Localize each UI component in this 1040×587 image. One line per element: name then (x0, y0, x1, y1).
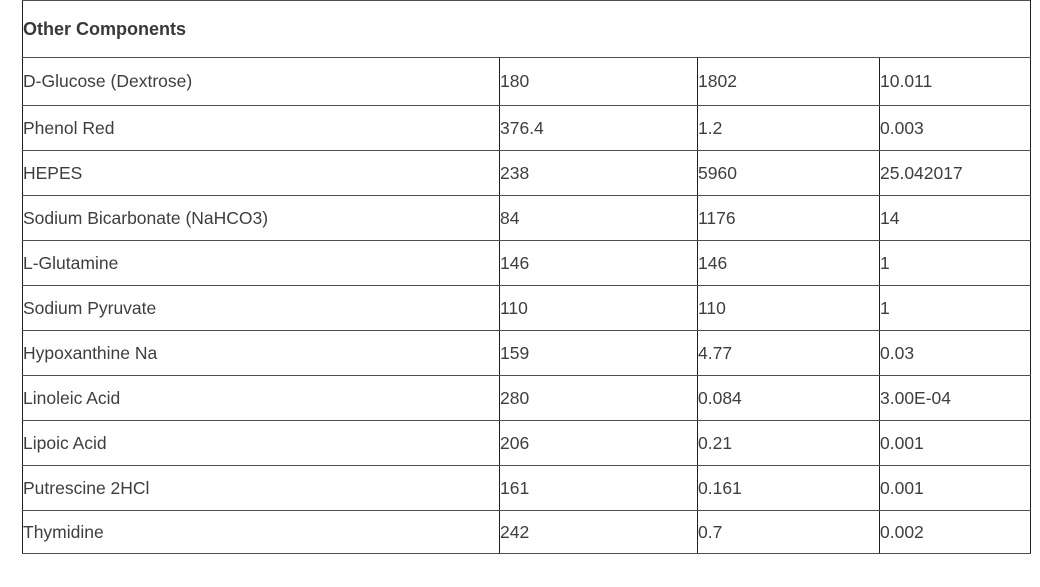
component-value-cell: 1802 (697, 57, 880, 106)
component-name-cell: L-Glutamine (22, 240, 500, 286)
component-value-cell: 0.002 (878, 510, 1032, 554)
component-value-cell: 1 (878, 240, 1032, 286)
table-title-row: Other Components (21, 0, 1032, 58)
table-row: Lipoic Acid 206 0.21 0.001 (22, 420, 1032, 466)
component-value-cell: 159 (499, 330, 698, 376)
component-value-cell: 161 (499, 465, 698, 511)
table-title: Other Components (21, 0, 1032, 58)
component-value-cell: 1.2 (697, 105, 880, 151)
component-value-cell: 25.042017 (878, 150, 1032, 196)
component-value-cell: 206 (499, 420, 698, 466)
component-value-cell: 180 (499, 57, 698, 106)
component-value-cell: 0.003 (878, 105, 1032, 151)
table-row: L-Glutamine 146 146 1 (22, 240, 1032, 286)
component-name-cell: Phenol Red (22, 105, 500, 151)
component-value-cell: 0.161 (697, 465, 880, 511)
component-name-cell: Lipoic Acid (22, 420, 500, 466)
component-name-cell: D-Glucose (Dextrose) (22, 57, 500, 106)
component-value-cell: 5960 (697, 150, 880, 196)
table-row: Linoleic Acid 280 0.084 3.00E-04 (22, 375, 1032, 421)
component-value-cell: 376.4 (499, 105, 698, 151)
component-value-cell: 0.001 (878, 465, 1032, 511)
component-value-cell: 3.00E-04 (878, 375, 1032, 421)
component-value-cell: 10.011 (878, 57, 1032, 106)
component-name-cell: Sodium Pyruvate (22, 285, 500, 331)
component-value-cell: 0.001 (878, 420, 1032, 466)
table-row: Hypoxanthine Na 159 4.77 0.03 (22, 330, 1032, 376)
component-name-cell: Hypoxanthine Na (22, 330, 500, 376)
component-value-cell: 1176 (697, 195, 880, 241)
component-value-cell: 146 (499, 240, 698, 286)
table-row: Putrescine 2HCl 161 0.161 0.001 (22, 465, 1032, 511)
table-row: D-Glucose (Dextrose) 180 1802 10.011 (22, 57, 1032, 106)
table-row: Phenol Red 376.4 1.2 0.003 (22, 105, 1032, 151)
component-value-cell: 242 (499, 510, 698, 554)
component-name-cell: Thymidine (22, 510, 500, 554)
component-name-cell: Linoleic Acid (22, 375, 500, 421)
component-name-cell: Sodium Bicarbonate (NaHCO3) (22, 195, 500, 241)
table-row: Sodium Pyruvate 110 110 1 (22, 285, 1032, 331)
component-value-cell: 0.084 (697, 375, 880, 421)
component-value-cell: 84 (499, 195, 698, 241)
other-components-table: Other Components D-Glucose (Dextrose) 180… (21, 0, 1032, 554)
table-row: Thymidine 242 0.7 0.002 (22, 510, 1032, 554)
table-row: HEPES 238 5960 25.042017 (22, 150, 1032, 196)
component-value-cell: 4.77 (697, 330, 880, 376)
table-body: D-Glucose (Dextrose) 180 1802 10.011 Phenol … (22, 57, 1032, 554)
component-value-cell: 110 (697, 285, 880, 331)
component-name-cell: Putrescine 2HCl (22, 465, 500, 511)
component-value-cell: 1 (878, 285, 1032, 331)
component-value-cell: 110 (499, 285, 698, 331)
component-value-cell: 146 (697, 240, 880, 286)
component-value-cell: 0.03 (878, 330, 1032, 376)
component-value-cell: 0.7 (697, 510, 880, 554)
component-name-cell: HEPES (22, 150, 500, 196)
component-value-cell: 14 (878, 195, 1032, 241)
component-value-cell: 280 (499, 375, 698, 421)
table-row: Sodium Bicarbonate (NaHCO3) 84 1176 14 (22, 195, 1032, 241)
component-value-cell: 0.21 (697, 420, 880, 466)
component-value-cell: 238 (499, 150, 698, 196)
